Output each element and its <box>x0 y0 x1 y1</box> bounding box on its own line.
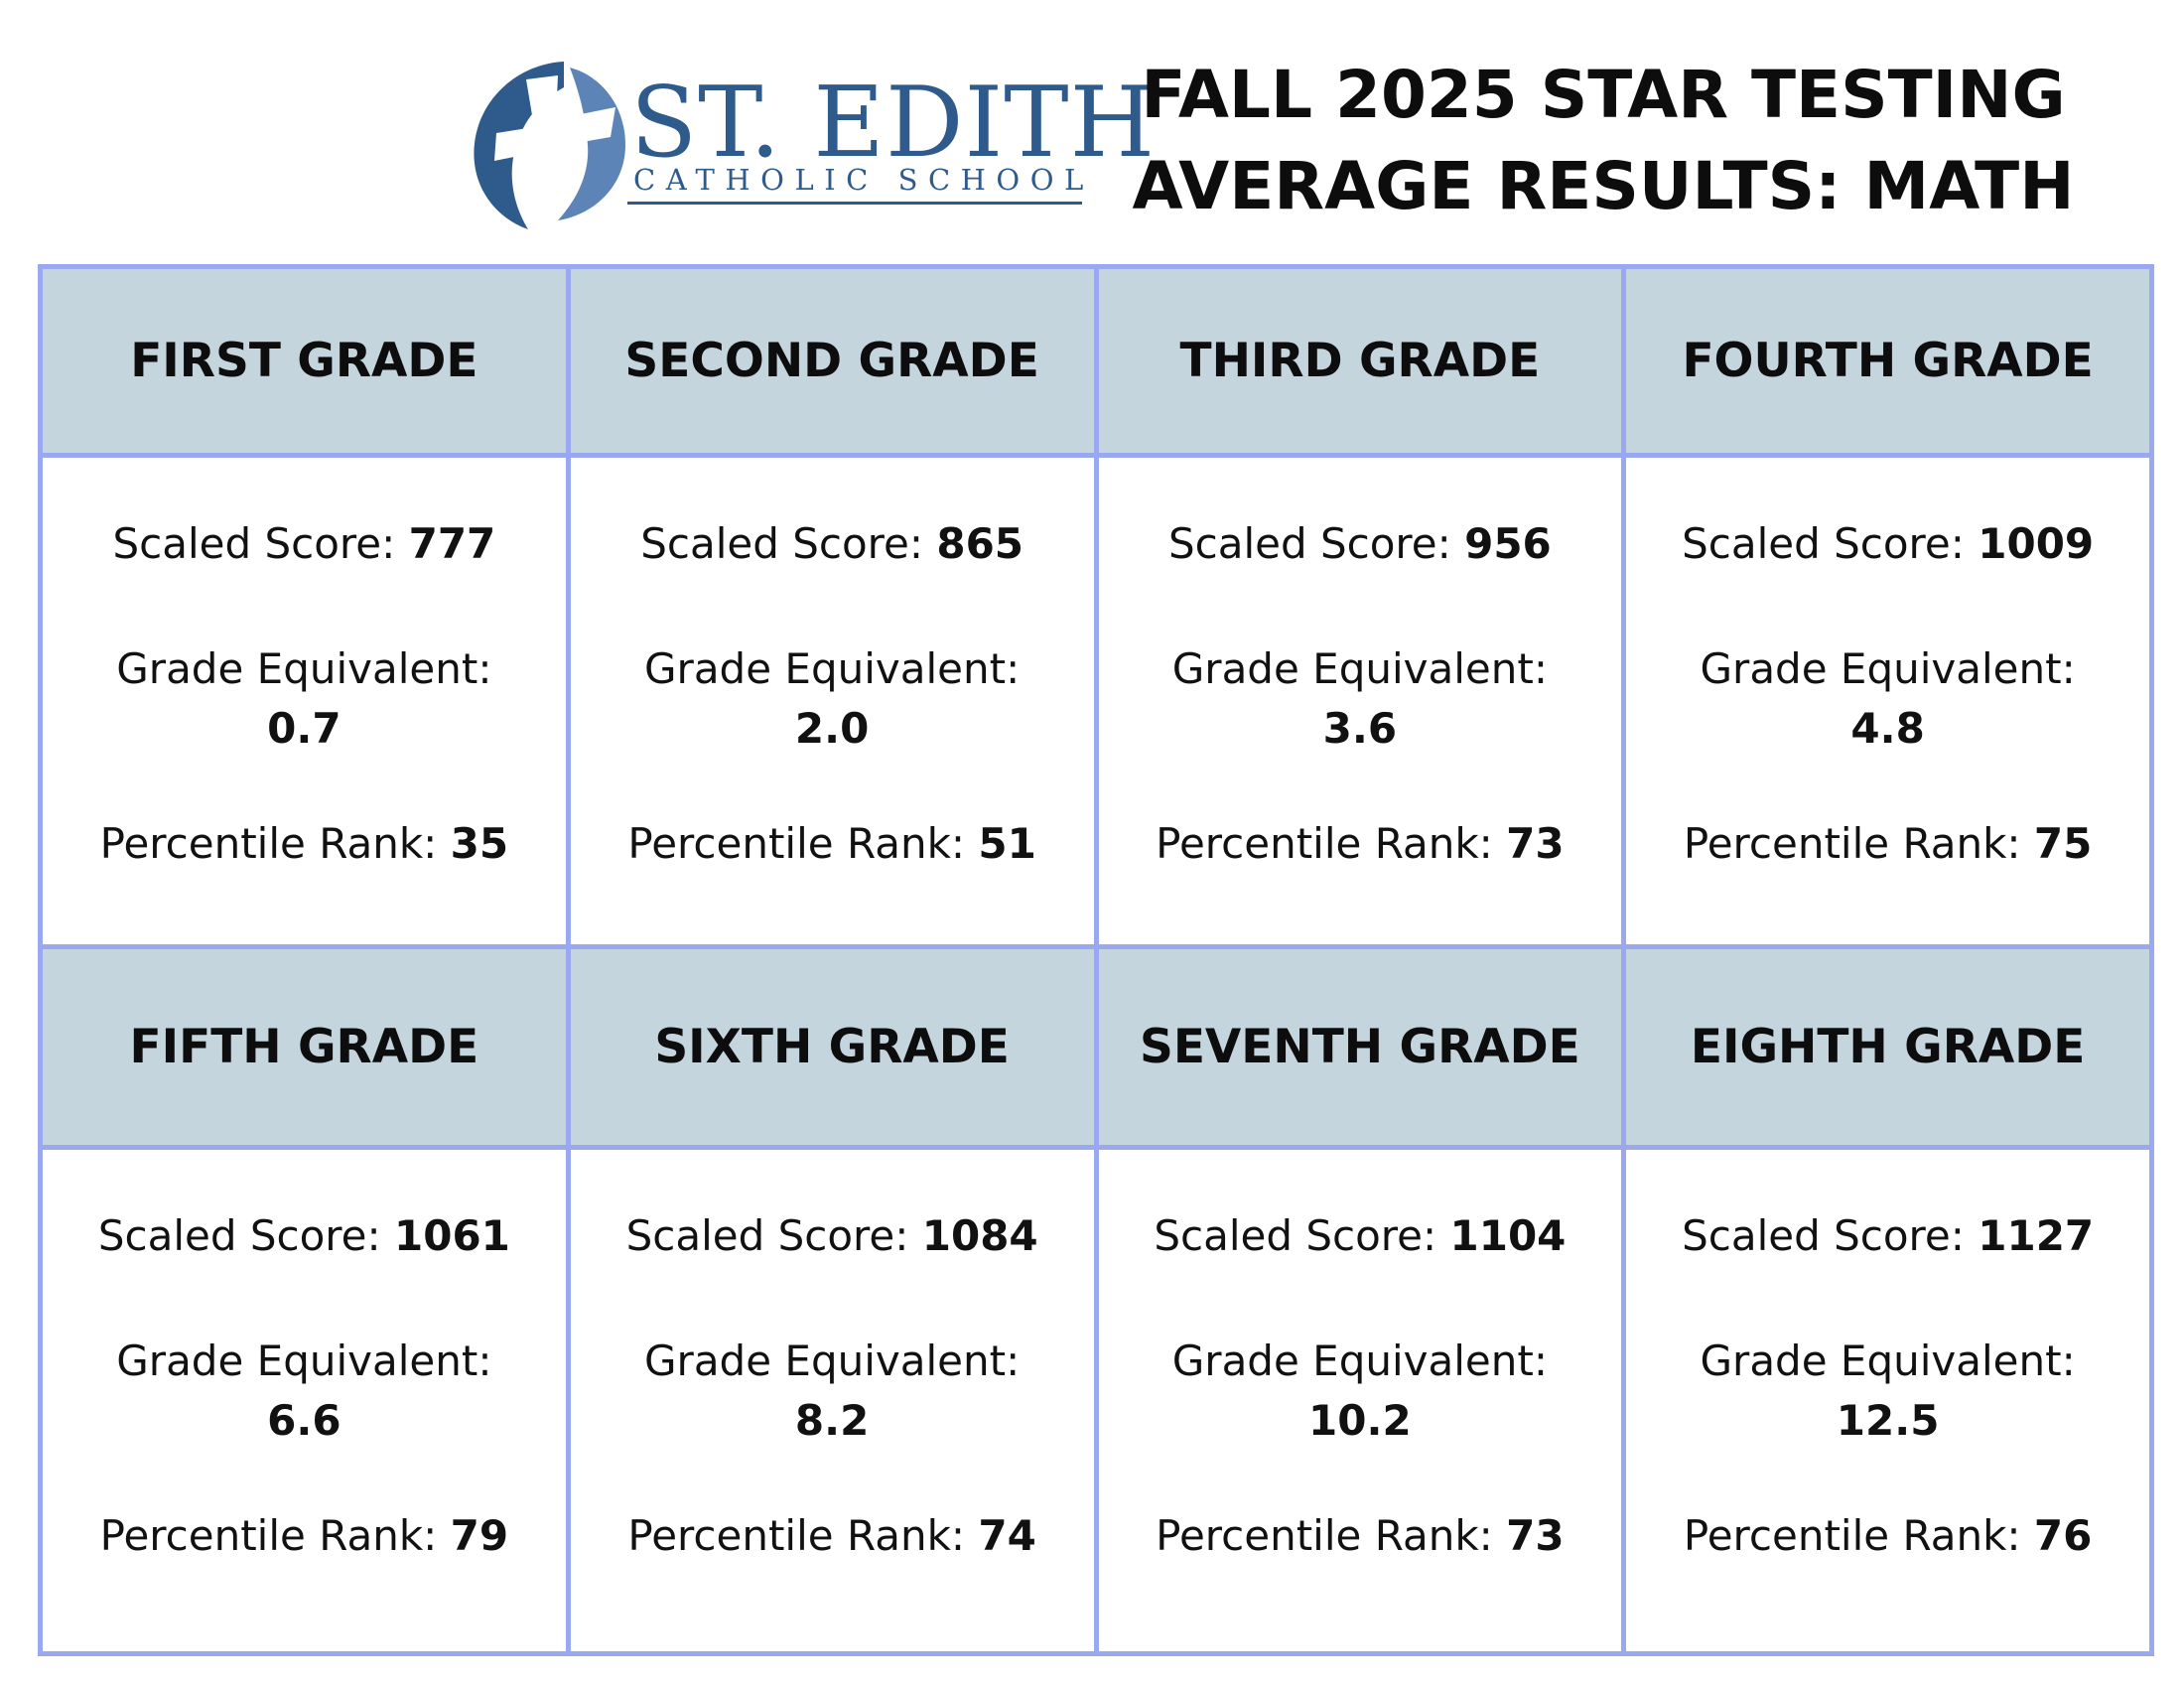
grade-equivalent: Grade Equivalent: 12.5 <box>1700 1336 2076 1445</box>
grade-header-sixth: SIXTH GRADE <box>570 949 1094 1145</box>
grade-results-eighth: Scaled Score: 1127 Grade Equivalent: 12.5… <box>1626 1150 2149 1651</box>
percentile-rank: Percentile Rank: 74 <box>627 1511 1036 1560</box>
percentile-rank: Percentile Rank: 75 <box>1683 819 2093 868</box>
grade-header-seventh: SEVENTH GRADE <box>1098 949 1622 1145</box>
scaled-score: Scaled Score: 1084 <box>625 1211 1038 1260</box>
grade-header-fourth: FOURTH GRADE <box>1626 269 2149 453</box>
scaled-score: Scaled Score: 1104 <box>1154 1211 1567 1260</box>
percentile-rank: Percentile Rank: 73 <box>1156 819 1565 868</box>
percentile-rank: Percentile Rank: 73 <box>1156 1511 1565 1560</box>
grade-equivalent: Grade Equivalent: 3.6 <box>1171 644 1548 753</box>
title-line-2: AVERAGE RESULTS: MATH <box>1132 148 2075 224</box>
scaled-score: Scaled Score: 1061 <box>97 1211 510 1260</box>
title-line-1: FALL 2025 STAR TESTING <box>1141 57 2066 133</box>
percentile-rank: Percentile Rank: 79 <box>99 1511 509 1560</box>
percentile-rank: Percentile Rank: 35 <box>99 819 509 868</box>
grade-results-fifth: Scaled Score: 1061 Grade Equivalent: 6.6 … <box>43 1150 566 1651</box>
logo-divider <box>627 202 1082 205</box>
grade-results-first: Scaled Score: 777 Grade Equivalent: 0.7 P… <box>43 458 566 944</box>
school-logo: ST. EDITH CATHOLIC SCHOOL <box>467 58 1157 231</box>
grade-results-seventh: Scaled Score: 1104 Grade Equivalent: 10.2… <box>1098 1150 1622 1651</box>
scaled-score: Scaled Score: 865 <box>640 519 1024 568</box>
scaled-score: Scaled Score: 777 <box>112 519 496 568</box>
grade-equivalent: Grade Equivalent: 4.8 <box>1700 644 2076 753</box>
grade-header-second: SECOND GRADE <box>570 269 1094 453</box>
grade-equivalent: Grade Equivalent: 0.7 <box>116 644 492 753</box>
percentile-rank: Percentile Rank: 76 <box>1683 1511 2093 1560</box>
grade-equivalent: Grade Equivalent: 6.6 <box>116 1336 492 1445</box>
grade-equivalent: Grade Equivalent: 8.2 <box>644 1336 1021 1445</box>
scaled-score: Scaled Score: 1127 <box>1682 1211 2095 1260</box>
results-grid: FIRST GRADE SECOND GRADE THIRD GRADE FOU… <box>38 264 2154 1656</box>
grade-header-third: THIRD GRADE <box>1098 269 1622 453</box>
grade-results-sixth: Scaled Score: 1084 Grade Equivalent: 8.2 … <box>570 1150 1094 1651</box>
percentile-rank: Percentile Rank: 51 <box>627 819 1036 868</box>
page-header: ST. EDITH CATHOLIC SCHOOL FALL 2025 STAR… <box>0 0 2184 258</box>
grade-equivalent: Grade Equivalent: 10.2 <box>1171 1336 1548 1445</box>
grade-equivalent: Grade Equivalent: 2.0 <box>644 644 1021 753</box>
scaled-score: Scaled Score: 956 <box>1167 519 1552 568</box>
grade-header-fifth: FIFTH GRADE <box>43 949 566 1145</box>
page-title: FALL 2025 STAR TESTING AVERAGE RESULTS: … <box>1102 50 2105 232</box>
school-name: ST. EDITH <box>630 67 1157 180</box>
grade-results-third: Scaled Score: 956 Grade Equivalent: 3.6 P… <box>1098 458 1622 944</box>
cross-emblem-icon <box>474 62 625 229</box>
grade-results-second: Scaled Score: 865 Grade Equivalent: 2.0 P… <box>570 458 1094 944</box>
grade-header-eighth: EIGHTH GRADE <box>1626 949 2149 1145</box>
grade-results-fourth: Scaled Score: 1009 Grade Equivalent: 4.8 … <box>1626 458 2149 944</box>
scaled-score: Scaled Score: 1009 <box>1682 519 2095 568</box>
grade-header-first: FIRST GRADE <box>43 269 566 453</box>
school-subtitle: CATHOLIC SCHOOL <box>633 163 1094 197</box>
